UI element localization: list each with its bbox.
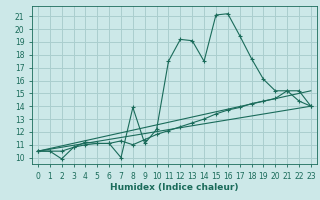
X-axis label: Humidex (Indice chaleur): Humidex (Indice chaleur): [110, 183, 239, 192]
